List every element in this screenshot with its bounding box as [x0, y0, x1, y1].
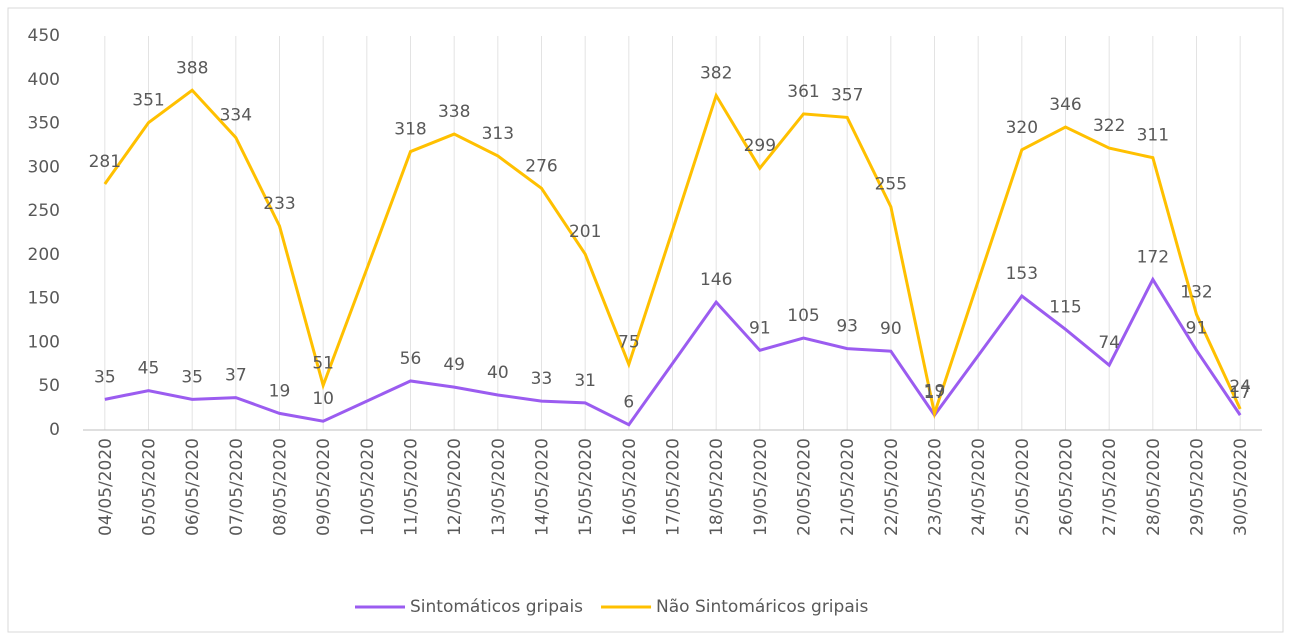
data-label: 338: [438, 102, 470, 122]
x-tick-label: 14/05/2020: [533, 438, 553, 536]
data-label: 19: [269, 381, 291, 401]
data-label: 105: [787, 306, 819, 326]
data-label: 35: [94, 367, 116, 387]
x-tick-label: 08/05/2020: [271, 438, 291, 536]
y-tick-label: 150: [28, 289, 60, 309]
data-label: 132: [1180, 282, 1212, 302]
data-label: 322: [1093, 116, 1125, 136]
x-tick-label: 28/05/2020: [1144, 438, 1164, 536]
x-tick-label: 26/05/2020: [1057, 438, 1077, 536]
data-label: 115: [1049, 297, 1081, 317]
y-tick-label: 250: [28, 201, 60, 221]
data-label: 255: [875, 175, 907, 195]
y-tick-label: 350: [28, 114, 60, 134]
data-label: 146: [700, 270, 732, 290]
data-label: 17: [924, 383, 946, 403]
data-label: 93: [836, 317, 858, 337]
x-tick-label: 27/05/2020: [1100, 438, 1120, 536]
y-tick-label: 300: [28, 157, 60, 177]
x-tick-label: 04/05/2020: [96, 438, 116, 536]
data-label: 346: [1049, 95, 1081, 115]
x-tick-label: 23/05/2020: [926, 438, 946, 536]
data-label: 91: [749, 318, 771, 338]
legend-label: Não Sintomáricos gripais: [656, 597, 868, 617]
data-label: 10: [312, 389, 334, 409]
y-tick-label: 50: [38, 376, 60, 396]
data-label: 351: [132, 91, 164, 111]
data-label: 51: [312, 353, 334, 373]
data-label: 90: [880, 319, 902, 339]
x-tick-label: 06/05/2020: [183, 438, 203, 536]
data-label: 281: [89, 152, 121, 172]
data-label: 35: [181, 367, 203, 387]
data-label: 6: [623, 393, 634, 413]
data-label: 311: [1137, 126, 1169, 146]
data-label: 233: [263, 194, 295, 214]
data-label: 299: [744, 136, 776, 156]
data-label: 56: [400, 349, 422, 369]
x-tick-label: 16/05/2020: [620, 438, 640, 536]
data-label: 388: [176, 58, 208, 78]
y-tick-label: 200: [28, 245, 60, 265]
data-label: 24: [1229, 377, 1251, 397]
data-label: 276: [525, 156, 557, 176]
data-label: 318: [394, 120, 426, 140]
data-label: 31: [574, 371, 596, 391]
legend-label: Sintomáticos gripais: [410, 597, 583, 617]
x-tick-label: 29/05/2020: [1188, 438, 1208, 536]
data-label: 153: [1006, 264, 1038, 284]
x-tick-label: 09/05/2020: [314, 438, 334, 536]
x-tick-label: 19/05/2020: [751, 438, 771, 536]
data-label: 75: [618, 332, 640, 352]
x-tick-label: 10/05/2020: [358, 438, 378, 536]
data-label: 74: [1098, 333, 1120, 353]
data-label: 334: [220, 106, 252, 126]
x-tick-label: 07/05/2020: [227, 438, 247, 536]
data-label: 49: [443, 355, 465, 375]
series-line: [103, 88, 1242, 420]
x-tick-label: 24/05/2020: [969, 438, 989, 536]
x-tick-label: 20/05/2020: [795, 438, 815, 536]
x-tick-label: 15/05/2020: [576, 438, 596, 536]
x-tick-label: 05/05/2020: [140, 438, 160, 536]
x-tick-label: 17/05/2020: [664, 438, 684, 536]
x-tick-label: 30/05/2020: [1231, 438, 1251, 536]
data-label: 320: [1006, 118, 1038, 138]
chart-frame: [7, 7, 1284, 633]
data-label: 17: [1229, 383, 1251, 403]
x-tick-label: 18/05/2020: [707, 438, 727, 536]
series-line: [104, 276, 1242, 427]
data-label: 19: [924, 381, 946, 401]
x-tick-label: 25/05/2020: [1013, 438, 1033, 536]
y-tick-label: 450: [28, 26, 60, 46]
x-tick-label: 21/05/2020: [838, 438, 858, 536]
x-tick-label: 12/05/2020: [445, 438, 465, 536]
data-label: 382: [700, 64, 732, 84]
data-label: 201: [569, 222, 601, 242]
x-tick-label: 22/05/2020: [882, 438, 902, 536]
data-label: 33: [531, 369, 553, 389]
data-label: 172: [1137, 247, 1169, 267]
y-tick-label: 0: [49, 420, 60, 440]
data-label: 40: [487, 363, 509, 383]
data-label: 313: [482, 124, 514, 144]
data-label: 357: [831, 85, 863, 105]
x-tick-label: 11/05/2020: [402, 438, 422, 536]
data-label: 37: [225, 366, 247, 386]
data-label: 91: [1186, 318, 1208, 338]
y-tick-label: 400: [28, 70, 60, 90]
x-tick-label: 13/05/2020: [489, 438, 509, 536]
y-tick-label: 100: [28, 332, 60, 352]
data-label: 45: [138, 359, 160, 379]
data-label: 361: [787, 82, 819, 102]
